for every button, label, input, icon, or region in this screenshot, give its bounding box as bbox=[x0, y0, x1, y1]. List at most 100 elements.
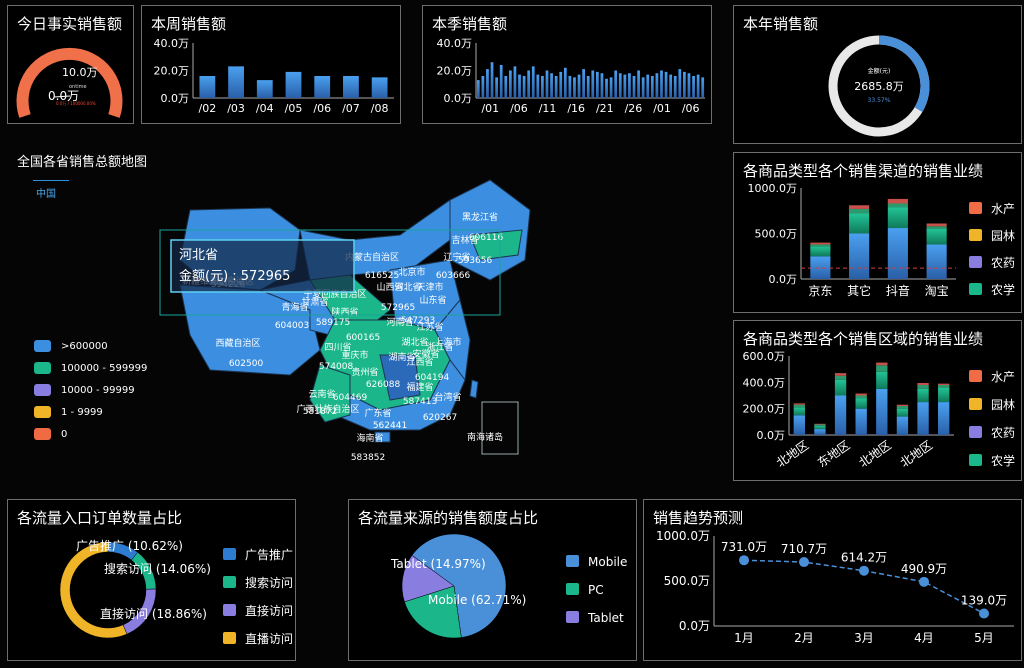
pie-slice-Mobile bbox=[411, 533, 507, 638]
map-label: 604194 bbox=[415, 373, 450, 383]
slice-label: 广告推广 (10.62%) bbox=[76, 539, 183, 553]
x-tick-label: 抖音 bbox=[886, 283, 910, 298]
week-sales-panel: 本周销售额 40.0万 20.0万 0.0万/02/03/04/05/06/07/0… bbox=[141, 5, 401, 124]
bar bbox=[545, 70, 549, 98]
legend-label: 1 - 9999 bbox=[61, 406, 103, 418]
x-tick-label: /04 bbox=[256, 102, 274, 115]
map-label: 广西壮族自治区 bbox=[296, 403, 359, 415]
x-tick-label: 北地区 bbox=[774, 438, 812, 470]
bar bbox=[504, 76, 508, 98]
season-sales-title: 本季销售额 bbox=[432, 15, 508, 33]
point-label: 614.2万 bbox=[841, 551, 887, 565]
map-label: 587413 bbox=[403, 397, 437, 407]
bar bbox=[664, 71, 668, 98]
bar-segment-农药 bbox=[849, 213, 870, 234]
map-label: 内蒙古自治区 bbox=[345, 251, 399, 263]
map-label: 台湾省 bbox=[434, 391, 461, 403]
map-label: 604003 bbox=[275, 321, 309, 331]
legend-swatch bbox=[34, 340, 51, 352]
region-east bbox=[434, 298, 471, 382]
legend-label: 农药 bbox=[991, 256, 1015, 270]
x-tick-label: /06 bbox=[682, 102, 700, 115]
map-label: 陕西省 bbox=[331, 306, 358, 318]
trend-point bbox=[799, 557, 809, 568]
map-tooltip-value: 金额(元) : 572965 bbox=[179, 268, 290, 284]
traffic-title: 各流量入口订单数量占比 bbox=[17, 509, 183, 527]
y-tick-label: 20.0万 bbox=[154, 65, 190, 78]
legend-label: 水产 bbox=[991, 370, 1015, 384]
x-tick-label: /07 bbox=[342, 102, 360, 115]
legend-label: 直接访问 bbox=[245, 603, 293, 618]
map-legend-item[interactable]: 10000 - 99999 bbox=[34, 384, 135, 396]
legend-swatch bbox=[969, 283, 982, 295]
map-label: 贵州省 bbox=[351, 366, 378, 378]
bar-segment-农学 bbox=[793, 415, 805, 435]
bar-segment-水产 bbox=[810, 242, 831, 245]
bar bbox=[660, 70, 663, 98]
bar-segment-农药 bbox=[876, 371, 888, 389]
bar-segment-水产 bbox=[926, 223, 947, 227]
x-tick-label: /21 bbox=[596, 102, 614, 115]
bar-segment-水产 bbox=[887, 198, 908, 204]
year-sales-title: 本年销售额 bbox=[743, 15, 819, 33]
legend-label: 农学 bbox=[991, 453, 1015, 468]
map-tab-china[interactable]: 中国 bbox=[36, 189, 56, 200]
bar bbox=[563, 67, 567, 98]
map-label: 天津市 bbox=[416, 281, 443, 293]
slice-label: 直接访问 (18.86%) bbox=[100, 606, 207, 621]
bar-segment-农药 bbox=[793, 407, 805, 416]
map-label: 山东省 bbox=[419, 294, 446, 306]
bar bbox=[623, 74, 627, 98]
week-bar-chart: 40.0万 20.0万 0.0万/02/03/04/05/06/07/08 bbox=[154, 37, 394, 115]
bar bbox=[228, 66, 244, 98]
bar-segment-水产 bbox=[849, 205, 870, 209]
map-legend-item[interactable]: 1 - 9999 bbox=[34, 406, 103, 418]
bar bbox=[199, 76, 216, 98]
bar bbox=[591, 70, 595, 98]
bar-segment-农学 bbox=[926, 244, 947, 279]
map-label: 604469 bbox=[333, 393, 368, 403]
bar bbox=[577, 74, 581, 98]
point-label: 490.9万 bbox=[901, 562, 947, 576]
x-tick-label: /08 bbox=[371, 102, 389, 115]
bar bbox=[669, 74, 673, 98]
bar-segment-园林 bbox=[849, 208, 870, 214]
map-label: 593656 bbox=[458, 256, 493, 266]
bar-segment-水产 bbox=[938, 383, 950, 385]
map-legend-item[interactable]: 0 bbox=[34, 428, 67, 440]
map-legend-item[interactable]: >600000 bbox=[34, 340, 108, 352]
trend-point bbox=[739, 555, 749, 566]
bar-segment-水产 bbox=[917, 382, 929, 385]
source-panel: 各流量来源的销售额度占比 Tablet (14.97%) Mobile (62.7… bbox=[348, 499, 637, 661]
map-legend-item[interactable]: 100000 - 599999 bbox=[34, 362, 147, 374]
channel-title: 各商品类型各个销售渠道的销售业绩 bbox=[743, 162, 984, 180]
legend-swatch bbox=[34, 428, 51, 440]
map-label: 河南省 bbox=[386, 316, 413, 328]
bar-segment-园林 bbox=[810, 244, 831, 247]
south-sea-islands-box bbox=[481, 401, 519, 455]
x-tick-label: /26 bbox=[625, 102, 643, 115]
map-label: 606116 bbox=[469, 233, 504, 243]
bar-segment-农学 bbox=[849, 233, 870, 279]
bar bbox=[568, 76, 572, 98]
bar-segment-农药 bbox=[917, 388, 929, 403]
map-label: 海南省 bbox=[356, 432, 383, 444]
bar bbox=[673, 76, 677, 98]
map-label: 安徽省 bbox=[412, 348, 439, 360]
year-percent: 33.57% bbox=[868, 97, 891, 104]
legend-swatch bbox=[969, 202, 982, 214]
legend-label: 园林 bbox=[991, 398, 1015, 412]
bar bbox=[646, 74, 650, 98]
legend-swatch bbox=[566, 611, 579, 623]
slice-label: 搜索访问 (14.06%) bbox=[104, 561, 211, 576]
pie-slice-PC bbox=[404, 585, 462, 639]
bar bbox=[641, 77, 645, 98]
map-label: 辽宁省 bbox=[443, 251, 470, 263]
x-tick-label: 其它 bbox=[847, 283, 871, 298]
bar bbox=[476, 80, 480, 98]
bar bbox=[609, 77, 613, 98]
region-taiwan bbox=[469, 379, 479, 399]
bar bbox=[605, 78, 608, 98]
bar bbox=[486, 69, 489, 98]
